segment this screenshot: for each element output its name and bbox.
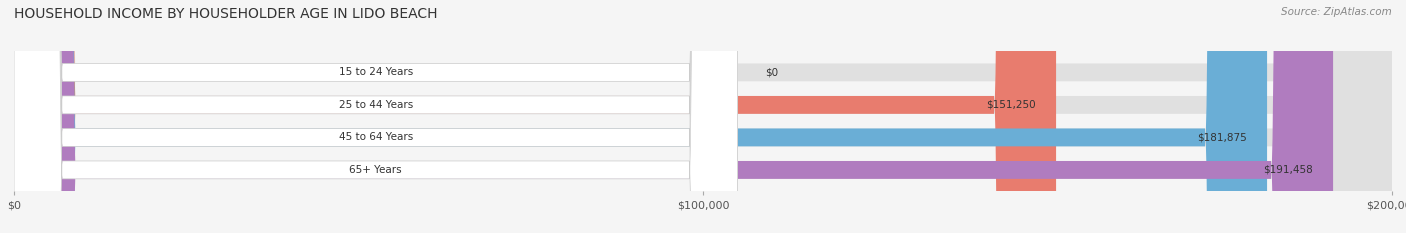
- FancyBboxPatch shape: [14, 0, 1333, 233]
- Text: $181,875: $181,875: [1197, 132, 1246, 142]
- Text: HOUSEHOLD INCOME BY HOUSEHOLDER AGE IN LIDO BEACH: HOUSEHOLD INCOME BY HOUSEHOLDER AGE IN L…: [14, 7, 437, 21]
- FancyBboxPatch shape: [14, 0, 738, 233]
- FancyBboxPatch shape: [14, 0, 738, 233]
- Text: Source: ZipAtlas.com: Source: ZipAtlas.com: [1281, 7, 1392, 17]
- FancyBboxPatch shape: [14, 0, 1392, 233]
- FancyBboxPatch shape: [14, 0, 1056, 233]
- Text: $191,458: $191,458: [1263, 165, 1312, 175]
- Text: 45 to 64 Years: 45 to 64 Years: [339, 132, 413, 142]
- Text: 25 to 44 Years: 25 to 44 Years: [339, 100, 413, 110]
- Text: 15 to 24 Years: 15 to 24 Years: [339, 67, 413, 77]
- FancyBboxPatch shape: [14, 0, 738, 233]
- Text: $0: $0: [765, 67, 778, 77]
- FancyBboxPatch shape: [14, 0, 1392, 233]
- FancyBboxPatch shape: [14, 0, 738, 233]
- FancyBboxPatch shape: [14, 0, 1392, 233]
- FancyBboxPatch shape: [14, 0, 1392, 233]
- FancyBboxPatch shape: [14, 0, 1267, 233]
- Text: 65+ Years: 65+ Years: [350, 165, 402, 175]
- Text: $151,250: $151,250: [986, 100, 1035, 110]
